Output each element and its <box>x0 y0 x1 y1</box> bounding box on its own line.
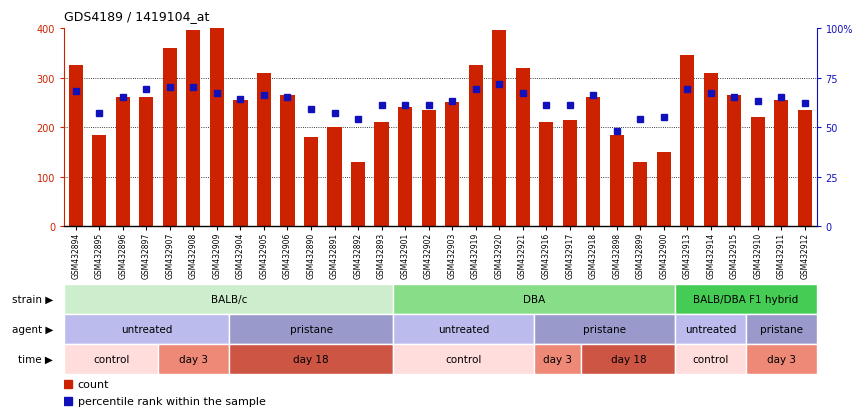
Bar <box>492 31 506 227</box>
Text: BALB/c: BALB/c <box>210 294 247 304</box>
Bar <box>304 138 318 227</box>
Bar <box>393 285 675 314</box>
Bar <box>64 314 229 344</box>
Bar <box>539 123 553 227</box>
Bar <box>280 96 294 227</box>
Text: agent ▶: agent ▶ <box>12 324 53 334</box>
Bar <box>327 128 341 227</box>
Text: control: control <box>93 354 129 364</box>
Bar <box>186 31 200 227</box>
Bar <box>398 108 412 227</box>
Bar <box>393 344 534 374</box>
Text: pristane: pristane <box>583 324 627 334</box>
Text: percentile rank within the sample: percentile rank within the sample <box>78 396 266 406</box>
Bar <box>256 74 271 227</box>
Bar <box>775 101 788 227</box>
Bar <box>158 344 229 374</box>
Bar <box>727 96 741 227</box>
Bar <box>680 56 694 227</box>
Bar <box>374 123 388 227</box>
Text: day 18: day 18 <box>293 354 329 364</box>
Bar <box>581 344 675 374</box>
Bar <box>64 344 158 374</box>
Text: untreated: untreated <box>121 324 172 334</box>
Bar <box>798 111 812 227</box>
Bar <box>751 118 764 227</box>
Bar <box>233 101 248 227</box>
Bar <box>422 111 435 227</box>
Text: untreated: untreated <box>685 324 736 334</box>
Bar <box>534 314 675 344</box>
Bar <box>393 314 534 344</box>
Bar <box>469 66 482 227</box>
Bar <box>657 152 671 227</box>
Bar <box>139 98 154 227</box>
Bar <box>115 98 130 227</box>
Bar <box>64 285 393 314</box>
Text: control: control <box>445 354 482 364</box>
Bar <box>68 66 83 227</box>
Text: time ▶: time ▶ <box>18 354 53 364</box>
Text: control: control <box>693 354 729 364</box>
Bar <box>534 344 581 374</box>
Text: count: count <box>78 379 109 389</box>
Bar <box>516 69 530 227</box>
Bar <box>675 314 746 344</box>
Bar <box>351 162 365 227</box>
Text: untreated: untreated <box>438 324 490 334</box>
Text: BALB/DBA F1 hybrid: BALB/DBA F1 hybrid <box>693 294 799 304</box>
Bar <box>610 135 624 227</box>
Text: day 3: day 3 <box>767 354 796 364</box>
Bar <box>675 344 746 374</box>
Bar <box>229 314 393 344</box>
Bar <box>445 103 459 227</box>
Bar <box>229 344 393 374</box>
Bar <box>746 344 817 374</box>
Bar <box>746 314 817 344</box>
Text: DBA: DBA <box>523 294 545 304</box>
Text: day 3: day 3 <box>544 354 572 364</box>
Text: day 18: day 18 <box>610 354 646 364</box>
Bar <box>633 162 647 227</box>
Text: strain ▶: strain ▶ <box>12 294 53 304</box>
Bar <box>675 285 817 314</box>
Text: day 3: day 3 <box>179 354 208 364</box>
Bar <box>92 135 106 227</box>
Text: pristane: pristane <box>290 324 333 334</box>
Bar <box>209 29 224 227</box>
Bar <box>563 121 576 227</box>
Bar <box>704 74 718 227</box>
Bar <box>162 49 177 227</box>
Bar <box>587 98 600 227</box>
Text: GDS4189 / 1419104_at: GDS4189 / 1419104_at <box>64 10 209 23</box>
Text: pristane: pristane <box>760 324 803 334</box>
